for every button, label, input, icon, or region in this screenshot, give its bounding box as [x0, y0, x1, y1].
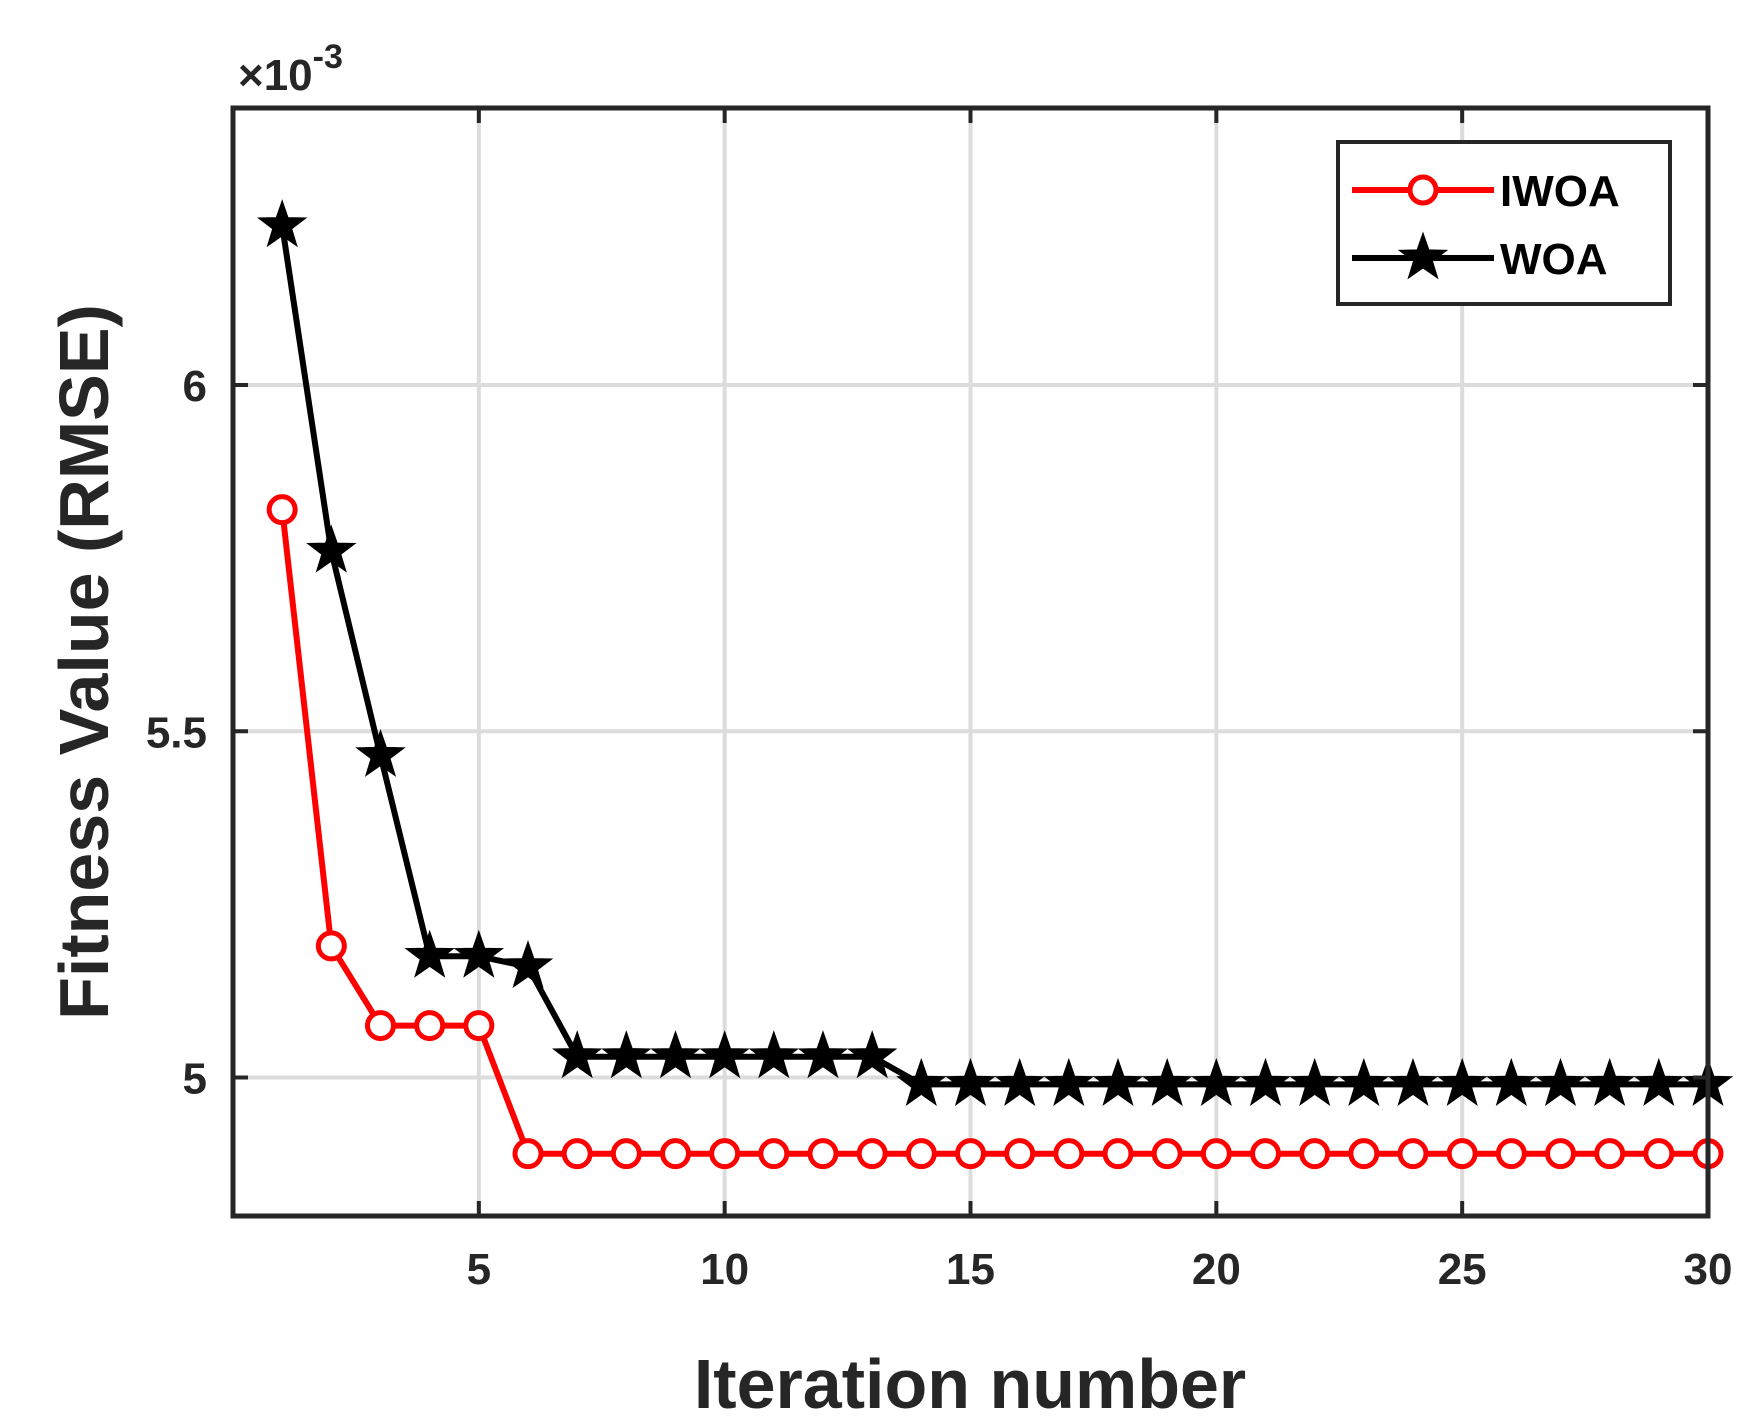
legend: IWOA WOA	[1336, 140, 1672, 306]
ticks	[233, 108, 1710, 1216]
data-point-iwoa	[1348, 1138, 1380, 1170]
series-iwoa	[266, 494, 1724, 1170]
data-point-woa	[551, 1030, 603, 1079]
data-point-iwoa	[807, 1138, 839, 1170]
y-axis-exponent: ×10-3	[238, 38, 343, 100]
exponent-base: ×10	[238, 51, 313, 100]
legend-marker-iwoa	[1407, 174, 1439, 206]
data-point-iwoa	[1299, 1138, 1331, 1170]
data-point-woa	[306, 524, 357, 573]
tick-labels: 5 10 15 20 25 30 5 5.5 6	[146, 362, 1733, 1294]
exponent-power: -3	[313, 38, 343, 76]
x-tick-label: 10	[700, 1245, 749, 1294]
data-point-woa	[1486, 1057, 1537, 1106]
data-point-iwoa	[1200, 1138, 1232, 1170]
data-point-iwoa	[610, 1138, 642, 1170]
data-point-iwoa	[1151, 1138, 1183, 1170]
data-point-woa	[1535, 1057, 1586, 1106]
data-point-woa	[1584, 1057, 1635, 1106]
data-point-woa	[1191, 1057, 1242, 1106]
data-point-woa	[797, 1030, 849, 1079]
data-point-woa	[650, 1030, 701, 1079]
y-tick-label: 6	[183, 362, 207, 411]
data-point-woa	[1338, 1057, 1390, 1106]
data-point-woa	[1141, 1057, 1193, 1106]
data-point-iwoa	[1053, 1138, 1085, 1170]
data-point-iwoa	[1594, 1138, 1626, 1170]
y-axis-title: Fitness Value (RMSE)	[45, 304, 123, 1020]
x-tick-label: 5	[467, 1245, 491, 1294]
data-point-woa	[355, 728, 406, 777]
x-tick-label: 30	[1684, 1245, 1733, 1294]
legend-label-woa: WOA	[1500, 235, 1608, 284]
data-point-woa	[453, 929, 505, 978]
data-point-woa	[1633, 1057, 1685, 1106]
data-point-iwoa	[955, 1138, 986, 1170]
data-point-iwoa	[660, 1138, 691, 1170]
data-point-iwoa	[1643, 1138, 1675, 1170]
data-point-iwoa	[1102, 1138, 1134, 1170]
data-point-iwoa	[856, 1138, 888, 1170]
data-point-iwoa	[1495, 1138, 1527, 1170]
data-point-woa	[1436, 1057, 1488, 1106]
y-tick-label: 5	[183, 1055, 207, 1104]
x-tick-label: 25	[1438, 1245, 1487, 1294]
series-woa	[256, 199, 1734, 1106]
data-point-woa	[404, 929, 455, 978]
data-point-woa	[1387, 1057, 1439, 1106]
data-point-iwoa	[512, 1138, 544, 1170]
data-point-woa	[1240, 1057, 1291, 1106]
data-point-woa	[601, 1030, 652, 1079]
data-point-iwoa	[1004, 1138, 1036, 1170]
data-point-iwoa	[709, 1138, 741, 1170]
x-tick-label: 20	[1192, 1245, 1241, 1294]
data-point-woa	[502, 940, 554, 989]
data-point-iwoa	[758, 1138, 790, 1170]
data-point-woa	[846, 1030, 898, 1079]
data-point-woa	[1289, 1057, 1340, 1106]
data-point-iwoa	[1446, 1138, 1478, 1170]
data-point-iwoa	[266, 494, 298, 526]
x-tick-label: 15	[946, 1245, 995, 1294]
data-point-iwoa	[1397, 1138, 1429, 1170]
data-point-woa	[945, 1057, 996, 1106]
legend-item-iwoa: IWOA	[1352, 167, 1620, 216]
x-axis-title: Iteration number	[694, 1345, 1246, 1423]
data-point-iwoa	[1545, 1138, 1576, 1170]
legend-box	[1336, 140, 1672, 306]
y-tick-label: 5.5	[146, 708, 207, 757]
data-point-iwoa	[414, 1010, 446, 1042]
data-point-iwoa	[463, 1010, 495, 1042]
data-point-iwoa	[1250, 1138, 1281, 1170]
legend-marker-woa	[1397, 231, 1449, 280]
data-point-woa	[1043, 1057, 1095, 1106]
data-point-woa	[1092, 1057, 1144, 1106]
legend-label-iwoa: IWOA	[1500, 167, 1620, 216]
data-point-iwoa	[561, 1138, 593, 1170]
data-point-iwoa	[905, 1138, 937, 1170]
data-point-iwoa	[365, 1010, 396, 1042]
data-point-woa	[994, 1057, 1045, 1106]
data-point-woa	[748, 1030, 800, 1079]
legend-item-woa: WOA	[1352, 231, 1608, 284]
series-layer	[256, 199, 1734, 1170]
data-point-iwoa	[315, 930, 347, 962]
data-point-woa	[699, 1030, 750, 1079]
data-point-woa	[256, 199, 308, 248]
data-point-woa	[896, 1057, 947, 1106]
